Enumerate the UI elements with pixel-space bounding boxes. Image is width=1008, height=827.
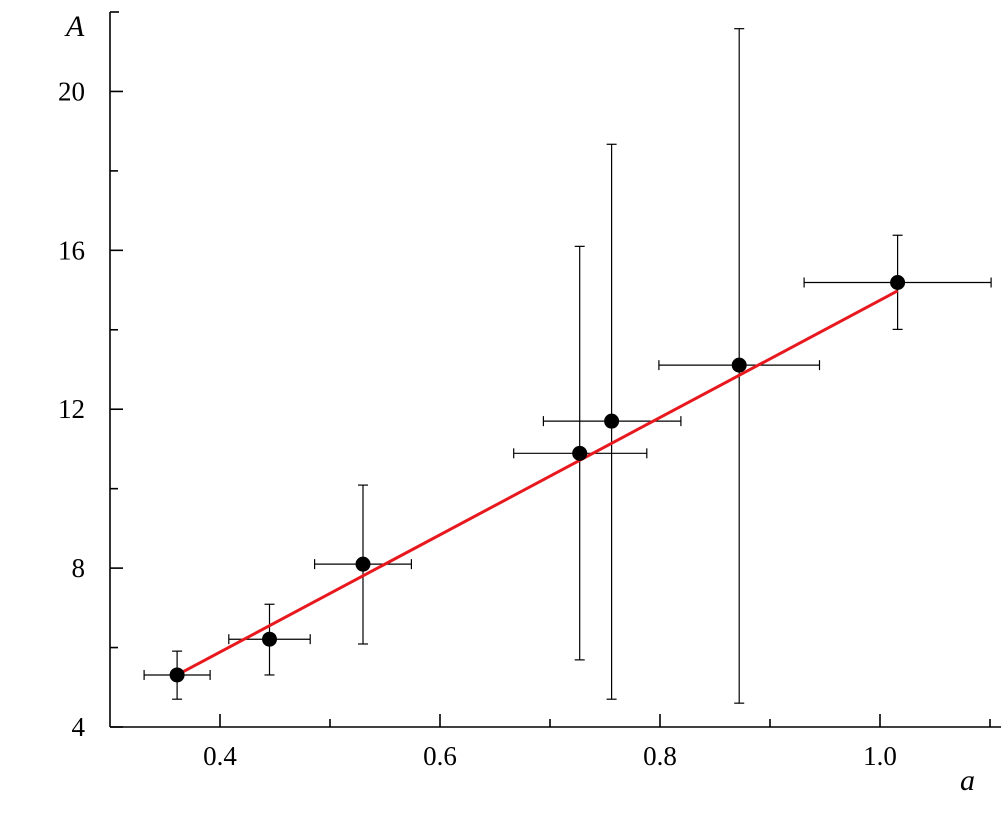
fit-line — [176, 289, 899, 677]
x-tick-label: 0.6 — [423, 741, 457, 771]
data-point — [262, 631, 277, 647]
y-axis-label: A — [64, 10, 85, 43]
x-tick-label: 0.8 — [643, 741, 677, 771]
y-tick-label: 16 — [58, 235, 85, 265]
data-point — [890, 275, 906, 291]
axes: 4 8 12 16 20 0.4 0.6 0.8 1.0 — [58, 11, 1001, 771]
marks — [143, 28, 992, 704]
x-axis-label: a — [960, 764, 975, 797]
y-tick-label: 8 — [72, 553, 86, 583]
y-tick-label: 12 — [58, 394, 85, 424]
x-tick-label: 0.4 — [203, 741, 237, 771]
y-tick-label: 4 — [72, 712, 86, 742]
data-point — [169, 667, 185, 683]
data-point — [355, 556, 371, 572]
x-tick-label: 1.0 — [863, 741, 897, 771]
y-tick-label: 20 — [58, 76, 85, 106]
data-point — [572, 445, 588, 461]
data-point — [731, 357, 747, 373]
data-point — [604, 413, 620, 429]
